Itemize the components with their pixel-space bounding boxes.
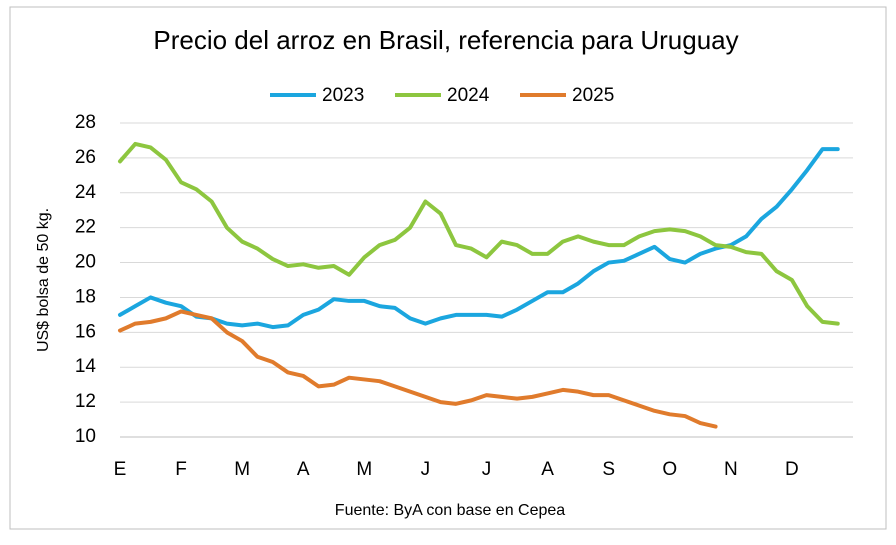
y-tick-label: 18 (75, 286, 96, 307)
y-tick-label: 22 (75, 217, 96, 238)
y-tick-label: 26 (75, 147, 96, 168)
chart-title: Precio del arroz en Brasil, referencia p… (153, 25, 738, 55)
y-tick-label: 24 (75, 182, 97, 203)
x-tick-label: A (297, 459, 310, 480)
x-tick-label: O (662, 459, 677, 480)
legend-label: 2024 (447, 85, 490, 106)
series-line (118, 309, 718, 429)
legend-label: 2025 (572, 85, 614, 106)
x-tick-label: M (356, 459, 372, 480)
y-tick-label: 20 (75, 252, 96, 273)
y-tick-label: 16 (75, 321, 96, 342)
series-line (118, 141, 840, 326)
x-tick-label: E (114, 459, 127, 480)
x-tick-label: S (602, 459, 615, 480)
series-line (118, 147, 840, 330)
x-tick-label: N (724, 459, 738, 480)
y-tick-label: 28 (75, 112, 96, 133)
x-tick-label: D (785, 459, 799, 480)
x-tick-label: F (175, 459, 187, 480)
y-tick-label: 14 (75, 356, 97, 377)
x-tick-label: J (482, 459, 492, 480)
legend-label: 2023 (322, 85, 364, 106)
y-axis-label: US$ bolsa de 50 kg. (35, 208, 52, 352)
x-tick-label: M (234, 459, 250, 480)
x-tick-label: A (541, 459, 554, 480)
y-tick-label: 12 (75, 391, 96, 412)
source: Fuente: ByA con base en Cepea (335, 502, 565, 519)
y-tick-label: 10 (75, 426, 96, 447)
x-tick-label: J (421, 459, 431, 480)
chart-frame (9, 6, 887, 530)
